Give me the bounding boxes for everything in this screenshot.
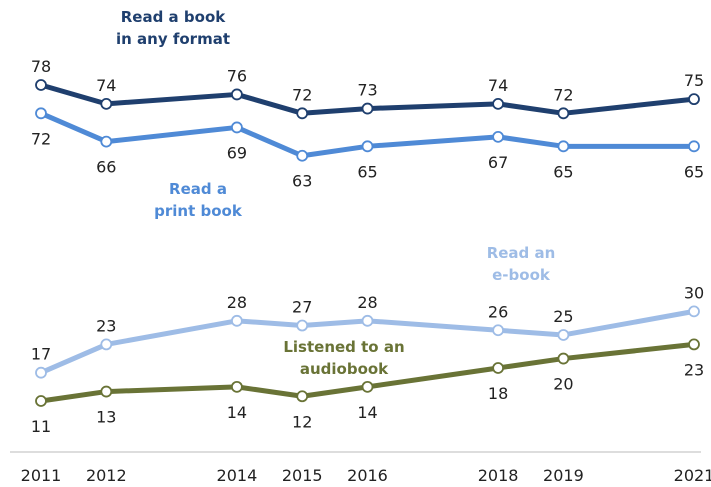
data-point — [230, 121, 243, 134]
series-name-label: Listened to an — [283, 338, 404, 356]
data-point — [361, 140, 374, 153]
data-label: 65 — [553, 162, 573, 181]
data-point — [296, 390, 309, 403]
data-label: 12 — [292, 412, 312, 431]
data-label: 72 — [31, 129, 51, 148]
data-label: 14 — [357, 403, 377, 422]
series-name-label: Read a — [169, 180, 227, 198]
data-point — [492, 130, 505, 143]
data-label: 74 — [96, 76, 116, 95]
data-label: 74 — [488, 76, 508, 95]
data-point — [100, 97, 113, 110]
x-tick-label: 2018 — [478, 466, 519, 485]
series-name-label: Read an — [487, 244, 556, 262]
x-axis-ticks: 2011 2012 2014 2015 2016 2018 2019 2021 — [21, 466, 711, 485]
data-label: 73 — [357, 81, 377, 100]
data-point — [230, 88, 243, 101]
data-label: 28 — [227, 293, 247, 312]
data-label: 26 — [488, 302, 508, 321]
data-label: 23 — [96, 316, 116, 335]
data-label: 72 — [553, 85, 573, 104]
data-point — [688, 93, 700, 106]
data-point — [492, 97, 505, 110]
series-name-label: in any format — [116, 30, 230, 48]
data-label: 27 — [292, 298, 312, 317]
data-point — [557, 140, 570, 153]
series-name-label: e-book — [492, 266, 551, 284]
data-point — [492, 324, 505, 337]
data-point — [557, 329, 570, 341]
data-point — [361, 380, 374, 393]
data-label: 72 — [292, 85, 312, 104]
x-tick-label: 2011 — [21, 466, 62, 485]
series-name-label: Read a book — [121, 8, 226, 26]
x-tick-label: 2014 — [217, 466, 258, 485]
data-point — [296, 319, 309, 332]
data-point — [35, 107, 47, 120]
x-tick-label: 2019 — [543, 466, 584, 485]
data-label: 18 — [488, 384, 508, 403]
data-label: 75 — [684, 71, 704, 90]
data-label: 63 — [292, 172, 312, 191]
data-label: 67 — [488, 153, 508, 172]
series-labels: Read a book in any format Read a print book… — [116, 8, 555, 378]
data-point — [492, 362, 505, 374]
x-tick-label: 2021 — [674, 466, 711, 485]
data-point — [35, 366, 47, 379]
data-point — [230, 314, 243, 327]
data-label: 13 — [96, 408, 116, 427]
data-point — [361, 314, 374, 327]
data-point — [361, 102, 374, 115]
data-label: 17 — [31, 345, 51, 364]
data-point — [296, 107, 309, 120]
data-label: 28 — [357, 293, 377, 312]
series-lines — [38, 82, 697, 404]
data-label: 78 — [31, 57, 51, 76]
data-point — [35, 395, 47, 407]
data-point — [100, 385, 113, 398]
data-point — [688, 338, 700, 351]
x-tick-label: 2015 — [282, 466, 323, 485]
data-label: 11 — [31, 417, 51, 436]
series-line — [38, 341, 697, 404]
data-point — [688, 305, 700, 318]
series-name-label: audiobook — [300, 360, 389, 378]
x-tick-label: 2012 — [86, 466, 127, 485]
data-label: 23 — [684, 360, 704, 379]
series-line — [38, 82, 697, 116]
x-tick-label: 2016 — [347, 466, 388, 485]
data-label: 14 — [227, 403, 247, 422]
data-label: 30 — [684, 283, 704, 302]
data-label: 76 — [227, 66, 247, 85]
data-point — [230, 380, 243, 393]
series-name-label: print book — [154, 202, 243, 220]
data-point — [557, 107, 570, 120]
data-point — [557, 352, 570, 365]
data-label: 69 — [227, 143, 247, 162]
data-label: 25 — [553, 307, 573, 326]
data-label: 65 — [684, 162, 704, 181]
data-point — [100, 135, 113, 148]
data-label: 65 — [357, 162, 377, 181]
data-labels: 78 74 76 72 73 74 72 75 72 66 69 63 65 67 65 65 17 23 28 27… — [31, 57, 704, 436]
data-point — [688, 140, 700, 153]
series-points — [35, 79, 700, 407]
data-label: 66 — [96, 158, 116, 177]
series-line — [38, 308, 697, 376]
data-point — [35, 79, 47, 91]
series-line — [38, 110, 697, 159]
data-label: 20 — [553, 375, 573, 394]
data-point — [296, 149, 309, 162]
data-point — [100, 338, 113, 351]
